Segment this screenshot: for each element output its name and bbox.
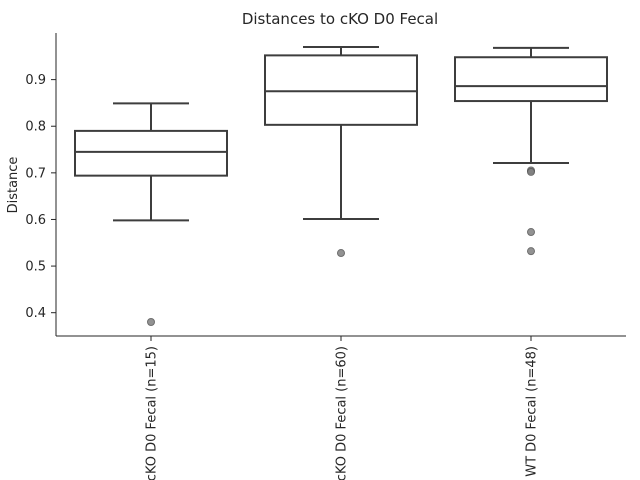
y-tick-label: 0.7 [25,166,46,181]
outlier-point [527,228,535,237]
box-2 [264,45,418,258]
box-1 [74,102,228,327]
x-tick-label: WT D0 Fecal (n=48) [525,346,540,477]
y-ticks: 0.4 0.5 0.6 0.7 0.8 0.9 [25,73,56,321]
y-tick-label: 0.4 [25,306,46,321]
outlier-point [147,318,155,327]
outlier-point [527,167,535,176]
y-tick-label: 0.5 [25,260,46,275]
chart-title: Distances to cKO D0 Fecal [242,10,438,28]
outlier-point [527,247,535,256]
x-tick-label: cKO D0 Fecal (n=60) [335,346,350,480]
box-3 [454,46,608,256]
boxes-group [74,45,608,327]
iqr-box [74,129,228,177]
x-ticks: cKO D0 Fecal (n=15) cKO D0 Fecal (n=60) WT… [145,336,540,480]
y-axis-label: Distance [6,157,21,214]
x-tick-label: cKO D0 Fecal (n=15) [145,346,160,480]
iqr-box [264,54,418,126]
y-tick-label: 0.8 [25,120,46,135]
y-tick-label: 0.9 [25,73,46,88]
outlier-point [337,249,345,258]
y-tick-label: 0.6 [25,213,46,228]
iqr-box [454,56,608,103]
